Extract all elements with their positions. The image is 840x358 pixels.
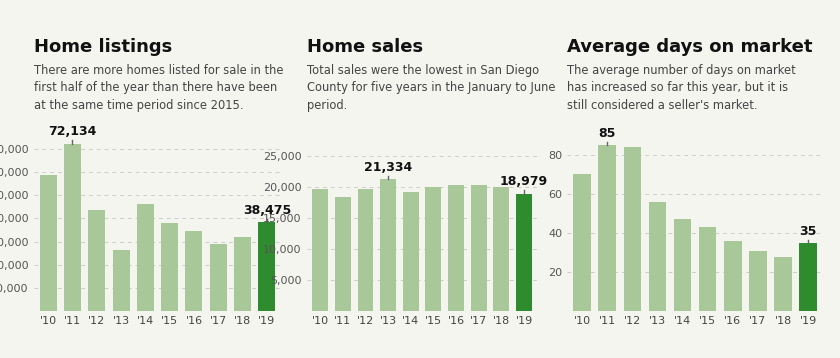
Bar xyxy=(493,187,509,311)
Bar xyxy=(426,187,441,311)
Bar xyxy=(88,210,105,311)
Bar xyxy=(598,145,616,311)
Bar xyxy=(800,243,817,311)
Bar xyxy=(335,197,351,311)
Bar xyxy=(699,227,717,311)
Bar xyxy=(137,204,154,311)
Bar xyxy=(113,250,129,311)
Bar xyxy=(210,244,227,311)
Text: 72,134: 72,134 xyxy=(48,125,97,139)
Bar xyxy=(186,231,202,311)
Bar xyxy=(573,174,591,311)
Text: There are more homes listed for sale in the
first half of the year than there ha: There are more homes listed for sale in … xyxy=(34,64,283,112)
Bar xyxy=(234,237,251,311)
Bar xyxy=(64,144,81,311)
Text: The average number of days on market
has increased so far this year, but it is
s: The average number of days on market has… xyxy=(567,64,795,112)
Text: Total sales were the lowest in San Diego
County for five years in the January to: Total sales were the lowest in San Diego… xyxy=(307,64,555,112)
Bar xyxy=(259,222,276,311)
Text: Home listings: Home listings xyxy=(34,38,172,56)
Bar xyxy=(749,251,767,311)
Bar xyxy=(449,185,464,311)
Bar xyxy=(623,147,641,311)
Bar xyxy=(774,257,792,311)
Bar xyxy=(312,189,328,311)
Bar xyxy=(674,219,691,311)
Bar xyxy=(516,194,532,311)
Bar xyxy=(39,175,56,311)
Text: 21,334: 21,334 xyxy=(364,161,412,174)
Bar xyxy=(358,189,374,311)
Bar xyxy=(648,202,666,311)
Bar xyxy=(161,223,178,311)
Text: Home sales: Home sales xyxy=(307,38,423,56)
Text: 38,475: 38,475 xyxy=(243,204,291,217)
Text: 35: 35 xyxy=(800,225,816,238)
Text: 18,979: 18,979 xyxy=(500,175,548,188)
Bar xyxy=(724,241,742,311)
Bar xyxy=(403,192,418,311)
Bar xyxy=(381,179,396,311)
Bar xyxy=(470,185,486,311)
Text: 85: 85 xyxy=(599,127,616,140)
Text: Average days on market: Average days on market xyxy=(567,38,812,56)
